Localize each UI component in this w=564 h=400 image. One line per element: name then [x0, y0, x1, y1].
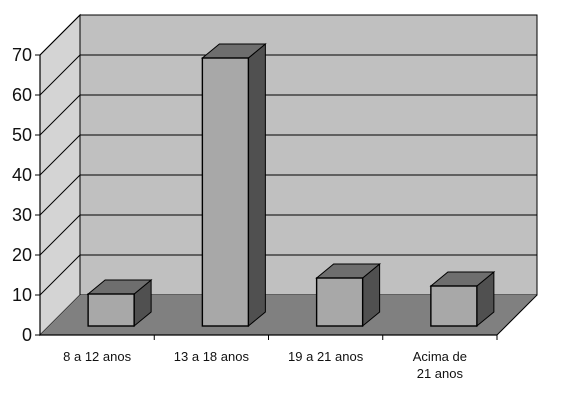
- bar-4: [429, 270, 496, 328]
- bar-front: [87, 293, 135, 327]
- x-tick-label-line: 13 a 18 anos: [174, 349, 250, 364]
- gridline-side: [39, 94, 81, 136]
- y-tick-label: 70: [12, 45, 32, 65]
- y-tick-label: 50: [12, 125, 32, 145]
- axes: [35, 54, 538, 340]
- gridline-side: [39, 14, 81, 56]
- floor: [40, 295, 537, 335]
- floor-edge: [496, 294, 538, 336]
- side-wall: [39, 13, 81, 337]
- back-wall: [79, 14, 538, 296]
- x-tick-label-line: 19 a 21 anos: [288, 349, 364, 364]
- gridlines: [39, 14, 537, 296]
- bar-front: [430, 285, 478, 327]
- x-tick-label-line: 8 a 12 anos: [63, 349, 131, 364]
- gridline-side: [39, 214, 81, 256]
- x-tick-label: Acima de 21 anos: [413, 349, 467, 381]
- bar-side: [247, 42, 266, 328]
- bar-1: [86, 278, 153, 328]
- bar-front: [315, 277, 364, 327]
- x-tick-label: 19 a 21 anos: [288, 349, 364, 364]
- x-tick-label: 8 a 12 anos: [63, 349, 131, 364]
- gridline-side: [39, 134, 81, 176]
- y-tick-label: 20: [12, 245, 32, 265]
- x-tick-label-line: Acima de: [413, 349, 467, 364]
- y-tick-label: 60: [12, 85, 32, 105]
- chart-walls: [39, 13, 538, 337]
- axis-labels: 0 10 20 30 40 50 60 70 8 a 12 anos 13 a 18 anos 19…: [12, 45, 467, 381]
- bar-2: [200, 42, 267, 328]
- x-tick-label: 13 a 18 anos: [174, 349, 250, 364]
- bars: [86, 42, 496, 328]
- gridline-side: [39, 174, 81, 216]
- y-tick-label: 10: [12, 285, 32, 305]
- y-tick-label: 40: [12, 165, 32, 185]
- bar-3: [315, 262, 382, 328]
- gridline-side: [39, 54, 81, 96]
- y-tick-label: 0: [22, 325, 32, 345]
- bar-front: [201, 57, 250, 327]
- y-tick-label: 30: [12, 205, 32, 225]
- x-tick-label-line: 21 anos: [417, 366, 464, 381]
- gridline-side: [39, 254, 81, 296]
